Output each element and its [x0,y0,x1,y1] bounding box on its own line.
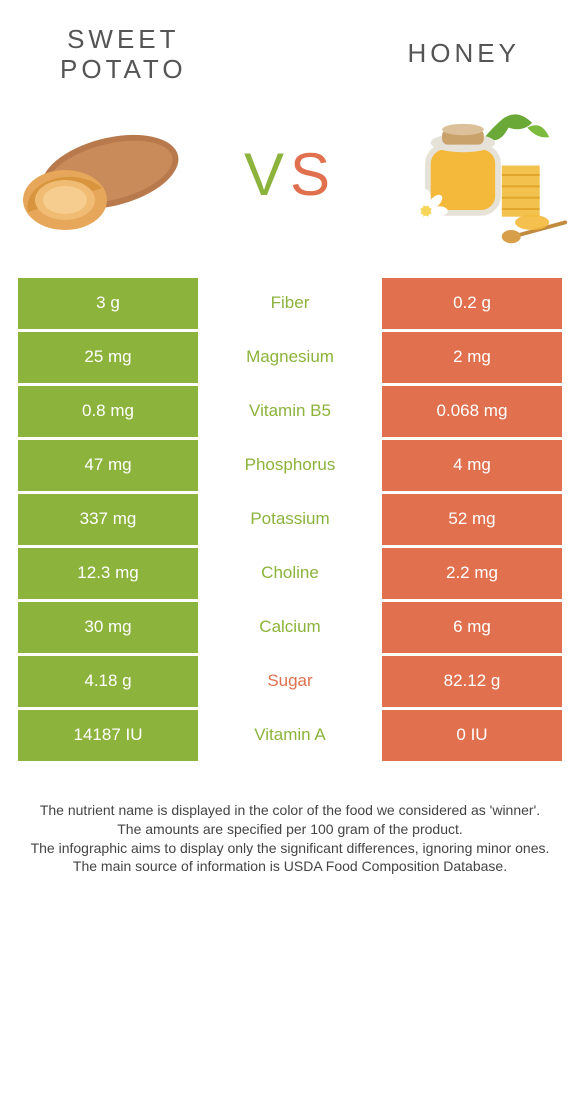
right-value-cell: 4 mg [382,440,562,491]
right-value-cell: 82.12 g [382,656,562,707]
table-row: 14187 IUVitamin A0 IU [18,707,562,761]
nutrient-name-cell: Vitamin A [198,710,382,761]
footnote-line: The infographic aims to display only the… [20,839,560,858]
table-row: 30 mgCalcium6 mg [18,599,562,653]
right-value-cell: 0.2 g [382,278,562,329]
right-value-cell: 2.2 mg [382,548,562,599]
right-value-cell: 0 IU [382,710,562,761]
nutrient-name-cell: Magnesium [198,332,382,383]
left-value-cell: 337 mg [18,494,198,545]
left-value-cell: 12.3 mg [18,548,198,599]
right-value-cell: 52 mg [382,494,562,545]
footnotes: The nutrient name is displayed in the co… [20,801,560,877]
table-row: 4.18 gSugar82.12 g [18,653,562,707]
left-title-line2: Potato [60,54,187,84]
nutrient-name-cell: Vitamin B5 [198,386,382,437]
left-value-cell: 30 mg [18,602,198,653]
right-value-cell: 0.068 mg [382,386,562,437]
left-food-title: Sweet Potato [60,25,187,85]
nutrient-name-cell: Sugar [198,656,382,707]
vs-label: VS [244,140,336,209]
footnote-line: The nutrient name is displayed in the co… [20,801,560,820]
nutrient-name-cell: Fiber [198,278,382,329]
vs-v: V [244,141,290,208]
table-row: 0.8 mgVitamin B50.068 mg [18,383,562,437]
right-value-cell: 6 mg [382,602,562,653]
nutrient-name-cell: Choline [198,548,382,599]
left-value-cell: 25 mg [18,332,198,383]
right-food-title: Honey [408,25,520,85]
honey-image [390,105,570,245]
footnote-line: The main source of information is USDA F… [20,857,560,876]
vs-row: VS [0,95,580,275]
nutrient-name-cell: Calcium [198,602,382,653]
vs-s: S [290,141,336,208]
sweet-potato-image [10,105,190,245]
left-value-cell: 3 g [18,278,198,329]
nutrient-table: 3 gFiber0.2 g25 mgMagnesium2 mg0.8 mgVit… [18,275,562,761]
table-row: 337 mgPotassium52 mg [18,491,562,545]
right-value-cell: 2 mg [382,332,562,383]
nutrient-name-cell: Potassium [198,494,382,545]
table-row: 25 mgMagnesium2 mg [18,329,562,383]
table-row: 47 mgPhosphorus4 mg [18,437,562,491]
nutrient-name-cell: Phosphorus [198,440,382,491]
left-value-cell: 4.18 g [18,656,198,707]
table-row: 3 gFiber0.2 g [18,275,562,329]
footnote-line: The amounts are specified per 100 gram o… [20,820,560,839]
left-title-line1: Sweet [67,24,179,54]
table-row: 12.3 mgCholine2.2 mg [18,545,562,599]
left-value-cell: 0.8 mg [18,386,198,437]
left-value-cell: 14187 IU [18,710,198,761]
left-value-cell: 47 mg [18,440,198,491]
header-row: Sweet Potato Honey [0,0,580,95]
